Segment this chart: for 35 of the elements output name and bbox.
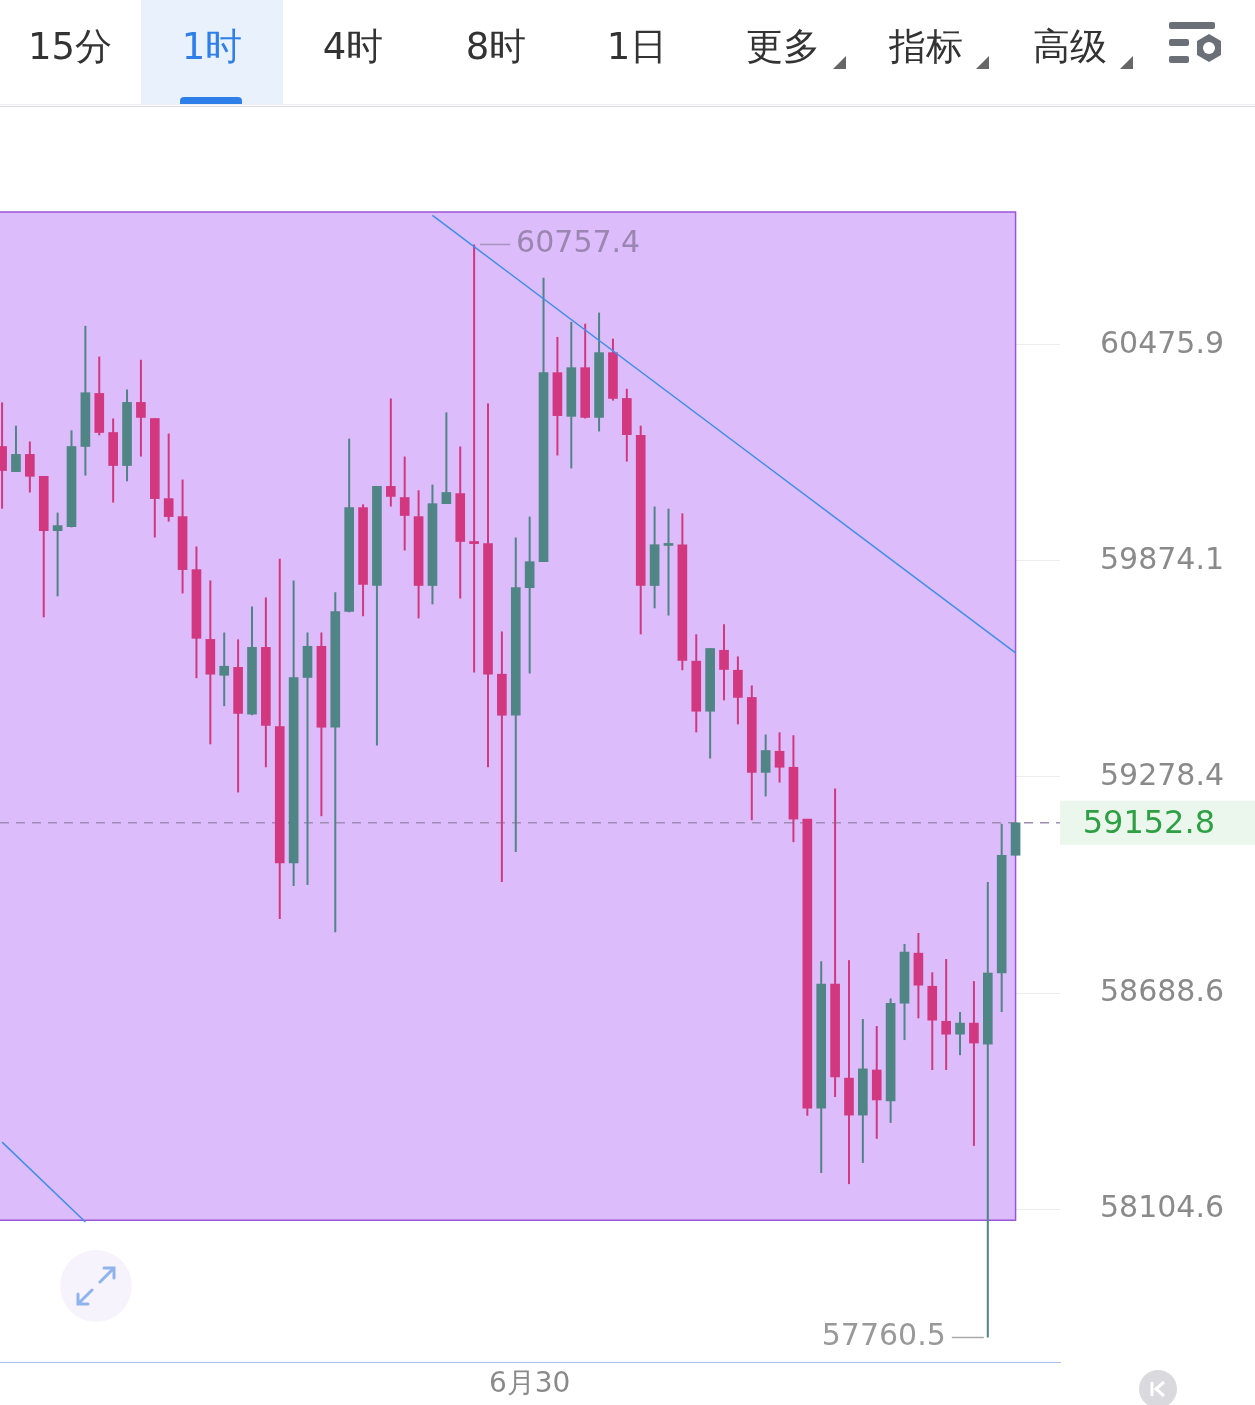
candlestick xyxy=(760,733,771,798)
text: 8时 xyxy=(464,24,528,70)
text: 1日 xyxy=(605,24,669,70)
text: 4时 xyxy=(321,24,385,70)
y-tick-label: 59278.4 xyxy=(1100,756,1225,792)
text: 15分 xyxy=(26,24,114,70)
text: 指标 xyxy=(888,24,964,70)
candlestick xyxy=(219,631,230,708)
y-tick-label: 60475.9 xyxy=(1100,324,1225,360)
y-tick-label: 58104.6 xyxy=(1100,1188,1225,1224)
annotation: 60757.4 xyxy=(516,224,641,260)
candlestick xyxy=(955,1011,965,1057)
candlestick xyxy=(52,511,63,598)
candlestick xyxy=(163,432,174,523)
y-tick-label: 59874.1 xyxy=(1100,540,1225,576)
candlestick xyxy=(302,631,313,886)
y-tick-label: 58688.6 xyxy=(1100,972,1225,1008)
candlestick xyxy=(399,455,410,552)
x-tick-label: 6月30 xyxy=(488,1366,571,1400)
text: 更多 xyxy=(745,24,821,70)
candlestick xyxy=(969,980,979,1147)
ref-line-label: 59152.8 xyxy=(1082,803,1215,842)
candlestick xyxy=(941,958,951,1071)
candlestick xyxy=(719,623,729,702)
text: 高级 xyxy=(1032,24,1108,70)
text: 1时 xyxy=(141,0,283,104)
candlestick xyxy=(25,440,35,494)
candlestick xyxy=(469,243,479,674)
candlestick xyxy=(11,424,21,473)
candlestick xyxy=(385,397,396,508)
candlestick xyxy=(136,358,146,458)
annotation: 57760.5 xyxy=(821,1317,946,1353)
candlestick xyxy=(663,507,674,617)
candlestick xyxy=(774,731,785,784)
candlestick xyxy=(441,411,452,505)
